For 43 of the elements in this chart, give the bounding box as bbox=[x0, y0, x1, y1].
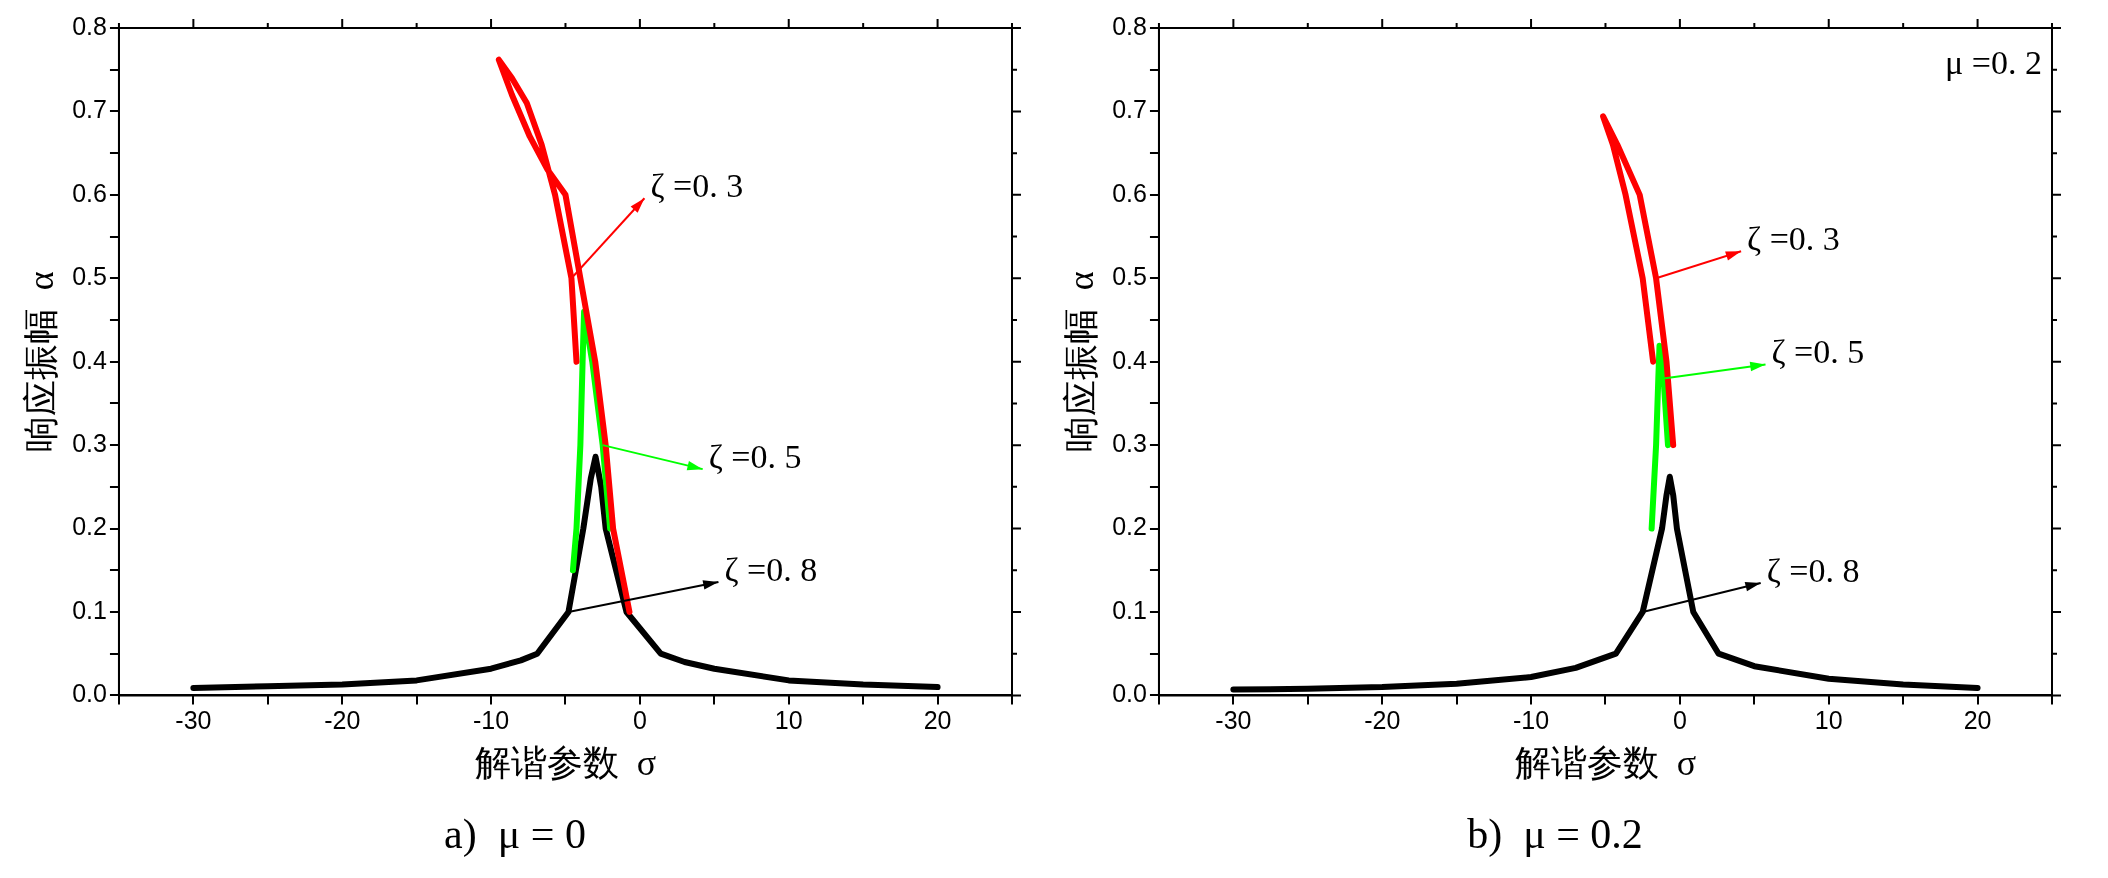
y-tick-label: 0.5 bbox=[1112, 262, 1147, 291]
x-tick-label: -30 bbox=[1215, 706, 1252, 735]
annotation: ζ =0. 8 bbox=[724, 550, 818, 588]
annotation: ζ =0. 3 bbox=[650, 167, 744, 205]
y-tick-label: 0.7 bbox=[1112, 95, 1147, 124]
x-axis-title: 解谐参数 σ bbox=[1514, 743, 1697, 784]
y-tick-label: 0.6 bbox=[72, 178, 107, 207]
text: a) μ = 0 bbox=[444, 810, 586, 858]
annotation: μ =0. 2 bbox=[1945, 43, 2042, 81]
annotation: ζ =0. 3 bbox=[1747, 220, 1840, 258]
x-tick-label: 20 bbox=[1963, 706, 1992, 735]
annotation: ζ =0. 5 bbox=[708, 438, 802, 476]
y-tick-label: 0.6 bbox=[1112, 178, 1147, 207]
y-tick-label: 0.3 bbox=[72, 429, 107, 458]
annotation: ζ =0. 5 bbox=[1771, 333, 1865, 371]
x-tick-label: -20 bbox=[324, 706, 361, 735]
x-tick-label: 10 bbox=[774, 706, 803, 735]
x-tick-label: 0 bbox=[632, 706, 647, 735]
text: b) μ = 0.2 bbox=[1467, 810, 1643, 858]
y-tick-label: 0.2 bbox=[72, 512, 107, 541]
x-tick-label: -10 bbox=[1512, 706, 1550, 735]
x-tick-label: 10 bbox=[1814, 706, 1843, 735]
x-tick-label: 0 bbox=[1672, 706, 1687, 735]
x-axis-title: 解谐参数 σ bbox=[474, 743, 657, 784]
x-tick-label: 20 bbox=[923, 706, 952, 735]
y-axis-title: 响应振幅 α bbox=[21, 271, 62, 453]
y-tick-label: 0.7 bbox=[72, 95, 107, 124]
y-tick-label: 0.1 bbox=[72, 595, 107, 624]
annotation: ζ =0. 8 bbox=[1766, 551, 1860, 589]
y-tick-label: 0.2 bbox=[1112, 512, 1147, 541]
x-tick-label: -20 bbox=[1364, 706, 1401, 735]
y-tick-label: 0.8 bbox=[1112, 11, 1147, 40]
y-tick-label: 0.0 bbox=[72, 679, 107, 708]
y-tick-label: 0.1 bbox=[1112, 595, 1147, 624]
x-tick-label: -30 bbox=[175, 706, 212, 735]
x-tick-label: -10 bbox=[472, 706, 510, 735]
y-tick-label: 0.4 bbox=[72, 345, 108, 374]
y-tick-label: 0.5 bbox=[72, 262, 107, 291]
y-tick-label: 0.8 bbox=[72, 11, 107, 40]
y-axis-title: 响应振幅 α bbox=[1061, 271, 1102, 453]
y-tick-label: 0.4 bbox=[1112, 345, 1148, 374]
y-tick-label: 0.0 bbox=[1112, 679, 1147, 708]
y-tick-label: 0.3 bbox=[1112, 429, 1147, 458]
